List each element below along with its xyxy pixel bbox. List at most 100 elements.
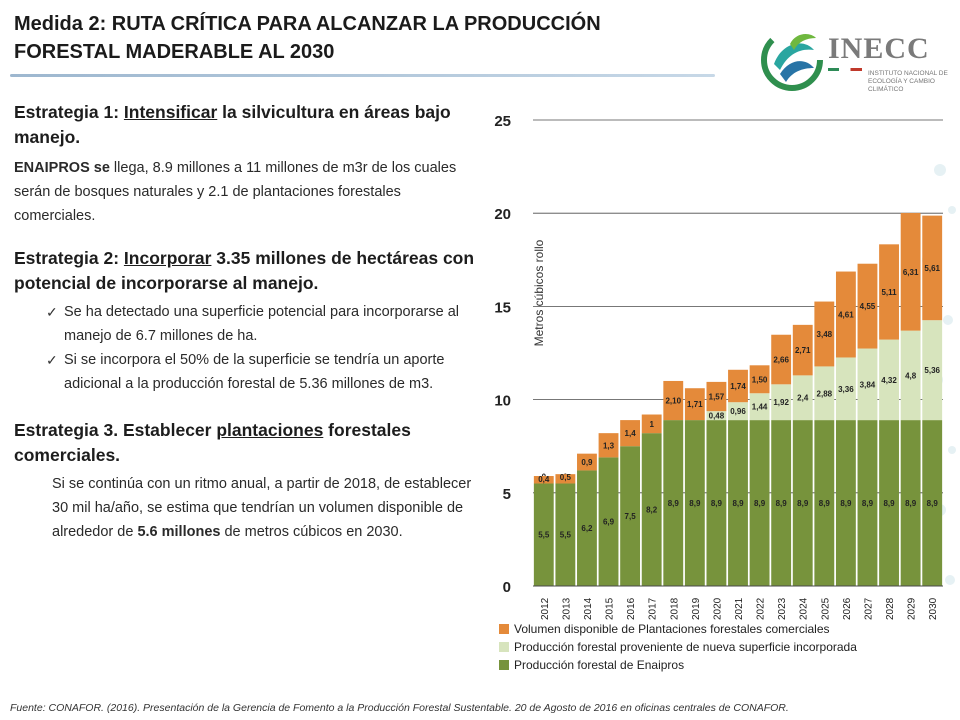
bar-segment xyxy=(792,324,813,376)
bar-segment xyxy=(577,453,597,471)
bar-segment xyxy=(900,330,921,421)
data-label: 2,4 xyxy=(797,394,809,403)
bar-segment xyxy=(533,476,554,484)
x-tick-label: 2028 xyxy=(885,597,896,620)
strategy-1-body: ENAIPROS se llega, 8.9 millones a 11 mil… xyxy=(14,156,482,228)
bar-segment xyxy=(771,334,792,385)
logo-name: INECC xyxy=(828,32,930,65)
x-tick-label: 2018 xyxy=(669,597,680,620)
strategy-1-prefix: Estrategia 1: xyxy=(14,102,124,122)
data-label: 1 xyxy=(649,420,654,429)
strategy-1-rest: la silvicultura en áreas bajo manejo. xyxy=(14,102,451,147)
bar-segment xyxy=(555,474,576,484)
bar-segment xyxy=(879,339,899,421)
legend-swatch xyxy=(499,660,509,670)
bar-segment xyxy=(814,301,835,367)
x-tick-label: 2022 xyxy=(756,597,767,620)
data-label: 8,9 xyxy=(819,499,831,508)
strategy-3-heading: Estrategia 3. Establecer plantaciones fo… xyxy=(14,418,482,468)
strategy-1-body-bold: ENAIPROS se xyxy=(14,160,110,176)
page-title: Medida 2: RUTA CRÍTICA PARA ALCANZAR LA … xyxy=(14,10,674,66)
strategy-3-body: Si se continúa con un ritmo anual, a par… xyxy=(52,472,482,544)
bar-segment xyxy=(749,420,770,586)
data-label: 8,9 xyxy=(905,499,917,508)
data-label: 1,44 xyxy=(752,403,768,412)
data-label: 5,36 xyxy=(924,366,940,375)
data-label: 3,48 xyxy=(817,330,833,339)
x-tick-label: 2030 xyxy=(928,597,939,620)
data-label: 8,9 xyxy=(840,499,852,508)
y-tick-label: 10 xyxy=(494,393,511,410)
bar-segment xyxy=(792,375,813,421)
data-label: 0,48 xyxy=(709,412,725,421)
data-label: 1,74 xyxy=(730,382,746,391)
x-tick-label: 2016 xyxy=(626,597,637,620)
strategy-2-rest: 3.35 millones de hectáreas con potencial… xyxy=(14,248,475,293)
y-axis-label: Metros cúbicos rollo xyxy=(532,239,546,346)
data-label: 5,11 xyxy=(881,288,897,297)
bar-segment xyxy=(749,365,770,394)
bar-segment xyxy=(641,414,662,434)
logo-subtitle: Instituto Nacional de Ecología y Cambio … xyxy=(868,70,948,93)
bar-segment xyxy=(879,244,899,340)
x-tick-label: 2027 xyxy=(863,597,874,620)
strategy-1-keyword: Intensificar xyxy=(123,102,218,122)
strategy-2-check-1-text: Se ha detectado una superficie potencial… xyxy=(64,304,459,344)
data-label: 1,92 xyxy=(773,398,789,407)
data-label: 8,9 xyxy=(732,499,744,508)
x-tick-label: 2019 xyxy=(691,597,702,620)
y-tick-label: 0 xyxy=(503,579,511,596)
data-label: 0,5 xyxy=(560,473,572,482)
data-label: 0,4 xyxy=(538,475,550,484)
legend-label: Producción forestal de Enaipros xyxy=(514,658,684,672)
bar-segment xyxy=(771,384,792,421)
x-tick-label: 2014 xyxy=(583,597,594,620)
strategy-2-keyword: Incorporar xyxy=(123,248,212,268)
data-label: 4,55 xyxy=(860,302,876,311)
y-tick-label: 15 xyxy=(494,299,511,316)
x-tick-label: 2024 xyxy=(799,597,810,620)
bar-segment xyxy=(577,470,597,586)
top-band xyxy=(0,0,960,8)
strategy-1-heading: Estrategia 1: Intensificar la silvicultu… xyxy=(14,100,482,150)
bar-segment xyxy=(814,420,835,586)
page-title-line1: Medida 2: RUTA CRÍTICA PARA ALCANZAR LA … xyxy=(14,13,601,35)
x-tick-label: 2015 xyxy=(605,597,616,620)
legend-swatch xyxy=(499,624,509,634)
bar-segment xyxy=(771,420,792,586)
legend-swatch xyxy=(499,642,509,652)
data-label: 4,8 xyxy=(905,371,917,380)
data-label: 8,9 xyxy=(927,499,939,508)
strategy-2-check-2-text: Si se incorpora el 50% de la superficie … xyxy=(64,352,445,392)
data-label: 1,50 xyxy=(752,375,768,384)
bar-segment xyxy=(857,420,878,586)
bar-segment xyxy=(879,420,899,586)
bar-segment xyxy=(620,446,641,586)
bar-segment xyxy=(706,381,727,412)
title-underline xyxy=(10,74,715,77)
x-tick-label: 2029 xyxy=(907,597,918,620)
y-tick-label: 20 xyxy=(494,206,511,223)
bar-segment xyxy=(900,420,921,586)
bar-segment xyxy=(900,213,921,331)
y-tick-label: 5 xyxy=(503,486,511,503)
source-footnote: Fuente: CONAFOR. (2016). Presentación de… xyxy=(10,702,789,714)
x-tick-label: 2020 xyxy=(712,597,723,620)
bar-segment xyxy=(598,433,619,458)
bar-segment xyxy=(641,433,662,586)
bar-segment xyxy=(684,420,705,586)
checkmark-icon: ✓ xyxy=(46,304,58,320)
data-label: 8,9 xyxy=(754,499,766,508)
data-label: 1,71 xyxy=(687,400,703,409)
bar-segment xyxy=(706,420,727,586)
bar-segment xyxy=(857,263,878,349)
data-label: 0,9 xyxy=(581,458,593,467)
bar-segment xyxy=(922,215,943,321)
strategy-2-heading: Estrategia 2: Incorporar 3.35 millones d… xyxy=(14,246,482,296)
x-tick-label: 2021 xyxy=(734,597,745,620)
bar-segment xyxy=(835,357,856,421)
data-label: 6,2 xyxy=(581,524,593,533)
x-tick-label: 2012 xyxy=(540,597,551,620)
data-label: 8,9 xyxy=(776,499,788,508)
